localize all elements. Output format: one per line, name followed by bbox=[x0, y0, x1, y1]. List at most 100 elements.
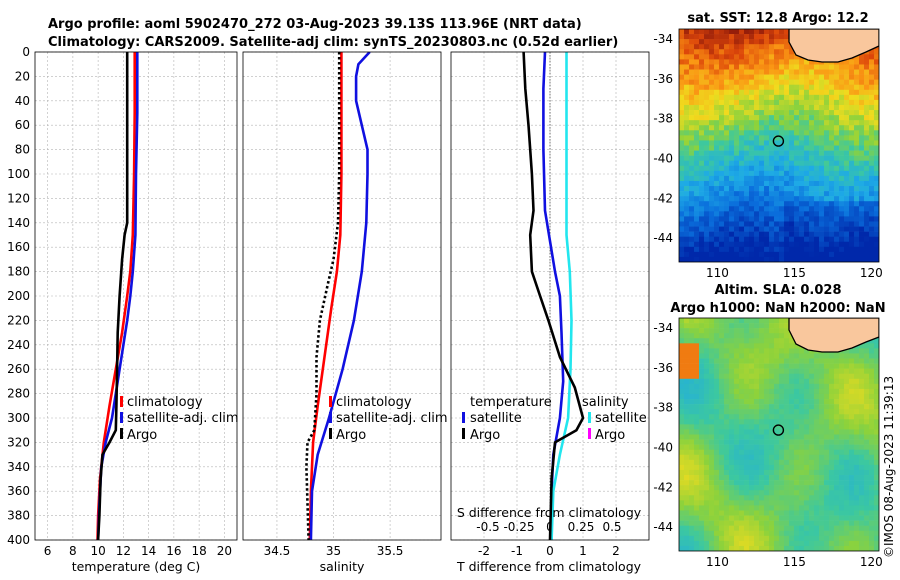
heatmap-cell bbox=[684, 206, 690, 212]
heatmap-cell bbox=[689, 540, 695, 547]
heatmap-cell bbox=[849, 449, 855, 456]
heatmap-cell bbox=[724, 399, 730, 405]
heatmap-cell bbox=[749, 120, 755, 126]
heatmap-cell bbox=[739, 104, 745, 111]
heatmap-cell bbox=[864, 480, 870, 486]
heatmap-cell bbox=[824, 89, 830, 96]
heatmap-cell bbox=[704, 150, 710, 156]
heatmap-cell bbox=[724, 191, 730, 197]
heatmap-cell bbox=[724, 419, 730, 425]
heatmap-cell bbox=[694, 454, 700, 461]
heatmap-cell bbox=[729, 186, 735, 192]
heatmap-cell bbox=[874, 104, 879, 111]
heatmap-cell bbox=[764, 104, 770, 111]
heatmap-cell bbox=[859, 206, 865, 212]
heatmap-cell bbox=[809, 216, 815, 222]
heatmap-cell bbox=[784, 353, 790, 359]
heatmap-cell bbox=[869, 69, 875, 75]
heatmap-cell bbox=[789, 221, 795, 227]
heatmap-cell bbox=[844, 104, 850, 111]
heatmap-cell bbox=[849, 434, 855, 440]
heatmap-cell bbox=[854, 211, 860, 217]
heatmap-cell bbox=[769, 358, 775, 364]
heatmap-cell bbox=[799, 120, 805, 126]
heatmap-cell bbox=[759, 449, 765, 456]
legend-swatch-t-satellite bbox=[462, 412, 465, 423]
heatmap-cell bbox=[864, 515, 870, 521]
heatmap-cell bbox=[779, 34, 785, 40]
heatmap-cell bbox=[869, 490, 875, 496]
heatmap-cell bbox=[824, 475, 830, 481]
heatmap-cell bbox=[704, 125, 710, 131]
heatmap-cell bbox=[734, 125, 740, 131]
heatmap-cell bbox=[819, 485, 825, 491]
heatmap-cell bbox=[764, 449, 770, 456]
heatmap-cell bbox=[749, 94, 755, 101]
heatmap-cell bbox=[704, 525, 710, 532]
heatmap-cell bbox=[704, 419, 710, 425]
heatmap-cell bbox=[764, 464, 770, 471]
heatmap-cell bbox=[699, 444, 705, 450]
heatmap-cell bbox=[804, 525, 810, 532]
heatmap-cell bbox=[784, 231, 790, 237]
heatmap-cell bbox=[864, 525, 870, 532]
heatmap-cell bbox=[859, 343, 865, 349]
heatmap-cell bbox=[839, 104, 845, 111]
heatmap-cell bbox=[854, 160, 860, 167]
heatmap-cell bbox=[739, 241, 745, 248]
heatmap-cell bbox=[854, 74, 860, 80]
heatmap-cell bbox=[689, 29, 695, 35]
heatmap-cell bbox=[779, 469, 785, 476]
heatmap-cell bbox=[849, 383, 855, 390]
heatmap-cell bbox=[719, 328, 725, 334]
heatmap-cell bbox=[849, 130, 855, 136]
heatmap-cell bbox=[734, 505, 740, 511]
heatmap-cell bbox=[694, 175, 700, 182]
heatmap-cell bbox=[844, 140, 850, 146]
heatmap-cell bbox=[694, 29, 700, 35]
heatmap-cell bbox=[739, 39, 745, 45]
heatmap-cell bbox=[679, 241, 685, 248]
temperature-frame bbox=[34, 51, 238, 541]
heatmap-cell bbox=[834, 79, 840, 86]
heatmap-cell bbox=[819, 165, 825, 172]
heatmap-cell bbox=[844, 485, 850, 491]
heatmap-cell bbox=[744, 140, 750, 146]
heatmap-cell bbox=[719, 160, 725, 167]
heatmap-cell bbox=[849, 444, 855, 450]
heatmap-cell bbox=[789, 191, 795, 197]
heatmap-cell bbox=[689, 348, 695, 354]
heatmap-cell bbox=[784, 64, 790, 70]
heatmap-cell bbox=[829, 368, 835, 375]
heatmap-cell bbox=[689, 110, 695, 116]
heatmap-cell bbox=[694, 84, 700, 91]
heatmap-cell bbox=[829, 490, 835, 496]
heatmap-cell bbox=[784, 180, 790, 187]
heatmap-cell bbox=[824, 115, 830, 121]
heatmap-cell bbox=[724, 211, 730, 217]
heatmap-cell bbox=[774, 226, 780, 232]
heatmap-cell bbox=[789, 175, 795, 182]
heatmap-cell bbox=[804, 535, 810, 542]
heatmap-cell bbox=[819, 500, 825, 506]
heatmap-cell bbox=[689, 246, 695, 253]
heatmap-cell bbox=[789, 343, 795, 349]
heatmap-cell bbox=[794, 175, 800, 182]
heatmap-cell bbox=[819, 510, 825, 516]
heatmap-cell bbox=[864, 84, 870, 91]
heatmap-cell bbox=[724, 145, 730, 151]
heatmap-cell bbox=[684, 388, 690, 395]
heatmap-cell bbox=[729, 236, 735, 243]
heatmap-cell bbox=[699, 231, 705, 237]
heatmap-cell bbox=[784, 246, 790, 253]
heatmap-cell bbox=[874, 343, 879, 349]
heatmap-cell bbox=[859, 459, 865, 466]
heatmap-cell bbox=[749, 140, 755, 146]
sla-map-subtitle: Argo h1000: NaN h2000: NaN bbox=[670, 301, 885, 316]
heatmap-cell bbox=[719, 155, 725, 161]
heatmap-cell bbox=[874, 226, 879, 232]
heatmap-cell bbox=[834, 515, 840, 521]
heatmap-cell bbox=[854, 186, 860, 192]
heatmap-cell bbox=[829, 495, 835, 501]
heatmap-cell bbox=[714, 196, 720, 202]
